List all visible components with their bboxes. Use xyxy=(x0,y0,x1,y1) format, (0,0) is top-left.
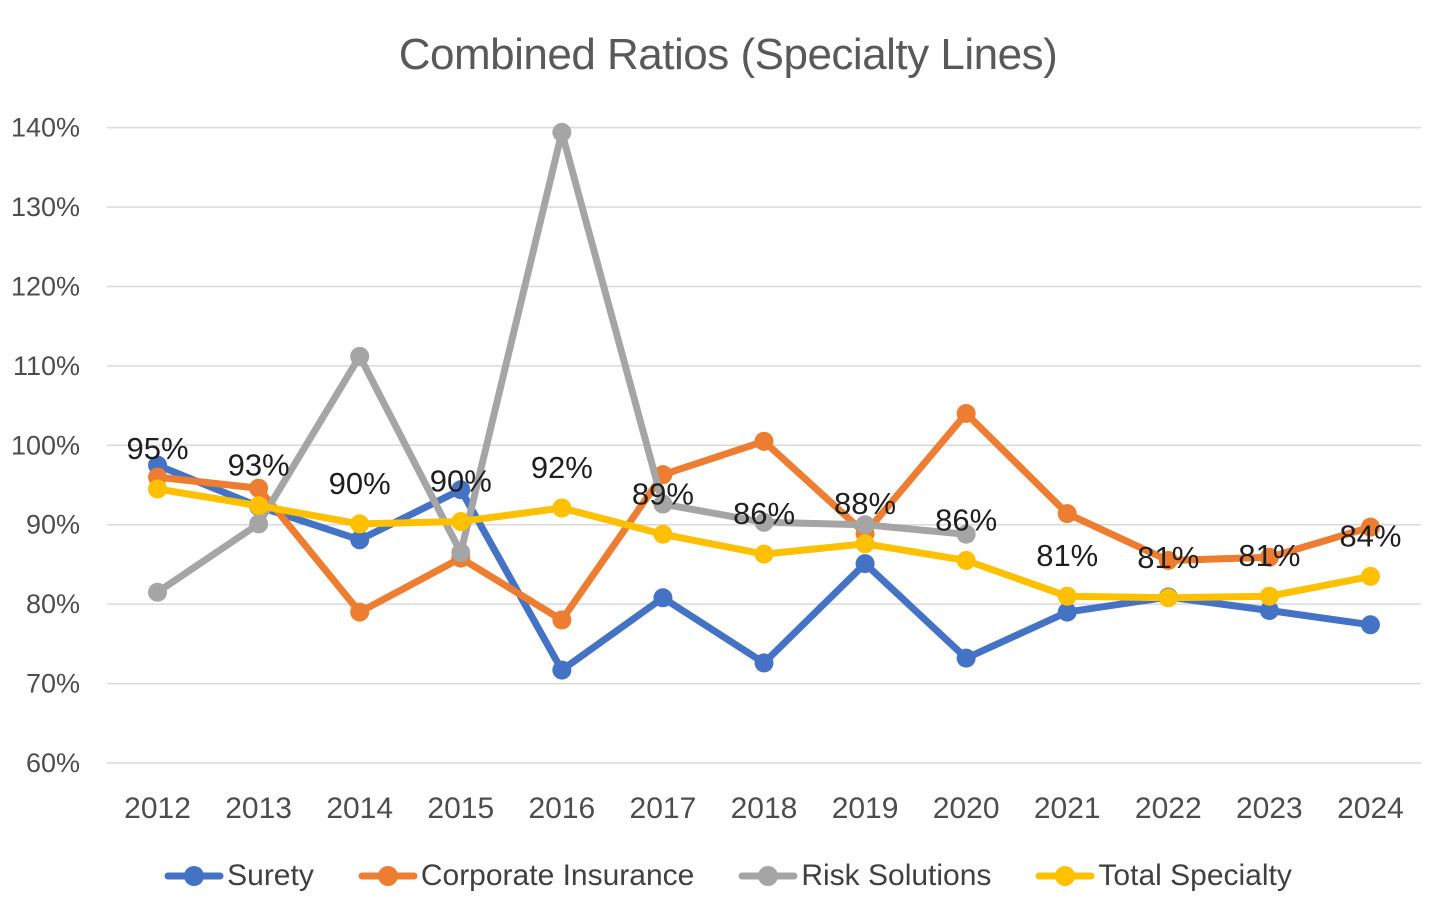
series-total-specialty xyxy=(148,479,1380,608)
data-label: 86% xyxy=(733,496,795,531)
data-point xyxy=(754,653,774,673)
y-tick-label: 130% xyxy=(11,192,80,222)
data-point xyxy=(956,648,976,668)
legend-marker-icon xyxy=(738,866,798,886)
x-tick-label: 2019 xyxy=(832,792,899,825)
x-tick-label: 2015 xyxy=(427,792,494,825)
data-point xyxy=(956,550,976,570)
legend-marker-icon xyxy=(1035,866,1095,886)
x-tick-label: 2016 xyxy=(528,792,595,825)
data-point xyxy=(754,431,774,451)
legend-dot xyxy=(184,866,205,886)
x-tick-label: 2021 xyxy=(1034,792,1101,825)
x-tick-label: 2020 xyxy=(933,792,1000,825)
data-point xyxy=(754,512,774,532)
y-tick-label: 80% xyxy=(26,589,80,619)
y-tick-label: 120% xyxy=(11,271,80,301)
legend-marker-icon xyxy=(358,866,418,886)
data-label: 86% xyxy=(935,502,997,537)
legend-item-surety: Surety xyxy=(164,859,314,893)
data-point xyxy=(249,496,269,516)
data-label: 92% xyxy=(531,450,593,485)
data-point xyxy=(754,544,774,564)
data-point xyxy=(855,534,875,554)
data-point xyxy=(451,480,471,500)
chart-title: Combined Ratios (Specialty Lines) xyxy=(398,30,1058,79)
legend-label: Corporate Insurance xyxy=(420,859,695,892)
data-point xyxy=(1259,547,1279,567)
data-point xyxy=(249,478,269,498)
series-line-risk-solutions xyxy=(154,128,970,596)
y-tick-label: 140% xyxy=(11,113,80,143)
data-label: 93% xyxy=(228,448,290,483)
data-point xyxy=(350,346,370,366)
legend-dot xyxy=(377,866,398,886)
plot-area: 60% 70% 80% 90% 100% 110% 120% 130% 140% 2012 2013… xyxy=(11,113,1421,825)
y-tick-label: 100% xyxy=(11,430,80,460)
data-label: 81% xyxy=(1238,538,1300,573)
data-point xyxy=(1259,586,1279,606)
data-label: 89% xyxy=(632,476,694,511)
data-point xyxy=(653,494,673,514)
data-point xyxy=(552,660,572,680)
x-tick-label: 2013 xyxy=(225,792,292,825)
data-point xyxy=(653,524,673,544)
data-point xyxy=(350,514,370,534)
data-point xyxy=(249,514,269,534)
data-point xyxy=(1158,588,1178,608)
x-tick-label: 2024 xyxy=(1337,792,1404,825)
legend-item-corporate-insurance: Corporate Insurance xyxy=(358,859,695,893)
legend-dot xyxy=(1055,866,1076,886)
data-label: 90% xyxy=(329,466,391,501)
data-point xyxy=(1259,601,1279,621)
data-point xyxy=(552,498,572,518)
data-point xyxy=(451,543,471,563)
data-point xyxy=(350,530,370,550)
legend-label: Surety xyxy=(227,859,314,892)
data-point xyxy=(148,479,168,499)
data-point xyxy=(1057,504,1077,524)
y-tick-label: 60% xyxy=(26,748,80,778)
x-tick-label: 2014 xyxy=(326,792,393,825)
y-tick-label: 70% xyxy=(26,669,80,699)
data-point xyxy=(1158,550,1178,570)
data-point xyxy=(1360,517,1380,537)
data-point xyxy=(451,512,471,532)
data-label: 95% xyxy=(127,431,189,466)
data-point xyxy=(855,515,875,535)
data-point xyxy=(552,122,572,142)
data-point xyxy=(653,588,673,608)
data-label: 88% xyxy=(834,486,896,521)
data-point xyxy=(552,610,572,630)
x-tick-label: 2022 xyxy=(1135,792,1202,825)
data-label: 90% xyxy=(430,464,492,499)
data-label: 84% xyxy=(1339,518,1401,553)
data-point xyxy=(350,602,370,622)
legend: Surety Corporate Insurance Risk Solutions T… xyxy=(0,854,1456,898)
legend-marker-icon xyxy=(164,866,224,886)
legend-dot xyxy=(758,866,779,886)
data-point xyxy=(1057,586,1077,606)
x-tick-label: 2012 xyxy=(124,792,191,825)
data-point xyxy=(1057,602,1077,622)
series-risk-solutions xyxy=(148,122,976,602)
data-point xyxy=(956,404,976,424)
data-label: 81% xyxy=(1036,538,1098,573)
legend-label: Risk Solutions xyxy=(801,859,992,892)
data-point xyxy=(1360,566,1380,586)
y-tick-label: 90% xyxy=(26,510,80,540)
y-tick-label: 110% xyxy=(13,351,80,381)
data-point xyxy=(956,524,976,544)
legend-item-total-specialty: Total Specialty xyxy=(1035,859,1292,893)
legend-label: Total Specialty xyxy=(1098,859,1292,892)
data-point xyxy=(1360,615,1380,635)
data-label: 81% xyxy=(1137,540,1199,575)
x-tick-label: 2018 xyxy=(731,792,798,825)
legend-item-risk-solutions: Risk Solutions xyxy=(738,859,991,893)
data-point xyxy=(148,582,168,602)
x-tick-label: 2023 xyxy=(1236,792,1303,825)
data-point xyxy=(855,554,875,574)
x-tick-label: 2017 xyxy=(630,792,697,825)
